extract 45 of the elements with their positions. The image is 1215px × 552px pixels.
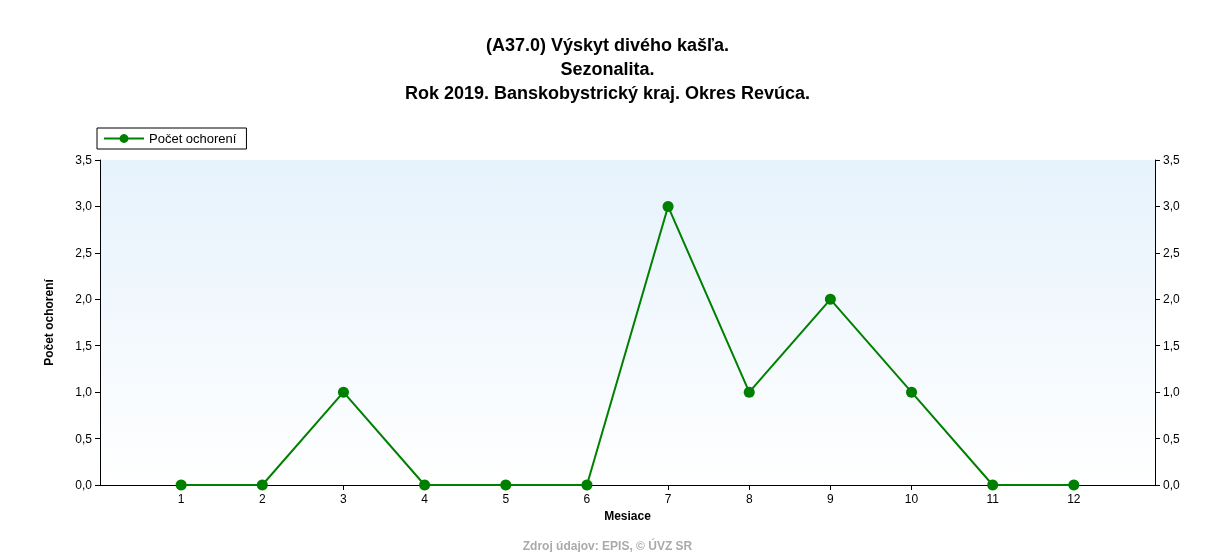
y2-tick-label: 1,0	[1163, 385, 1181, 400]
y-tick-label: 1,0	[75, 385, 93, 400]
point	[824, 293, 836, 305]
y2-tick-label: 1,5	[1163, 338, 1181, 353]
point	[175, 479, 187, 491]
point	[987, 479, 999, 491]
x-tick-label: 11	[986, 492, 1000, 506]
y-tick-label: 2,5	[75, 245, 93, 260]
x-tick-label: 12	[1067, 492, 1081, 506]
point	[662, 200, 674, 212]
y2-tick-label: 3,5	[1163, 153, 1181, 167]
point	[1068, 479, 1080, 491]
y-tick-label: 3,0	[75, 199, 93, 214]
x-tick-label: 10	[904, 492, 919, 506]
y-tick-label: 1,5	[75, 338, 93, 353]
x-tick-label: 7	[664, 492, 672, 506]
point	[337, 386, 349, 398]
x-tick-label: 9	[827, 492, 835, 506]
x-tick-label: 4	[421, 492, 429, 506]
x-tick-label: 6	[583, 492, 591, 506]
x-tick-label: 3	[340, 492, 348, 506]
y2-tick-label: 3,0	[1163, 199, 1181, 214]
y2-tick-label: 2,5	[1163, 245, 1181, 260]
y-tick-label: 0,5	[75, 431, 93, 446]
x-axis-title: Mesiace	[604, 509, 652, 523]
x-tick-label: 2	[258, 492, 266, 506]
text: Zdroj údajov: EPIS, © ÚVZ SR	[522, 538, 693, 552]
legend-label: Počet ochorení	[149, 131, 237, 146]
chart-title: (A37.0) Výskyt divého kašľa. Sezonalita. Rok 2019. Banskobystrický kraj. Okres Revúca.	[404, 35, 811, 103]
x-tick-label: 5	[502, 492, 510, 506]
point	[256, 479, 268, 491]
y2-tick-label: 0,5	[1163, 431, 1181, 446]
y-tick-label: 2,0	[75, 292, 93, 307]
point	[500, 479, 512, 491]
y2-tick-label: 0,0	[1163, 478, 1181, 492]
point	[581, 479, 593, 491]
y-tick-label: 0,0	[75, 478, 93, 492]
y-tick-label: 3,5	[75, 153, 93, 167]
y2-tick-label: 2,0	[1163, 292, 1181, 307]
point	[419, 479, 431, 491]
x-tick-label: 1	[177, 492, 185, 506]
y-axis-title: Počet ochorení	[42, 278, 56, 366]
x-tick-label: 8	[745, 492, 753, 506]
point	[906, 386, 918, 398]
point	[743, 386, 755, 398]
